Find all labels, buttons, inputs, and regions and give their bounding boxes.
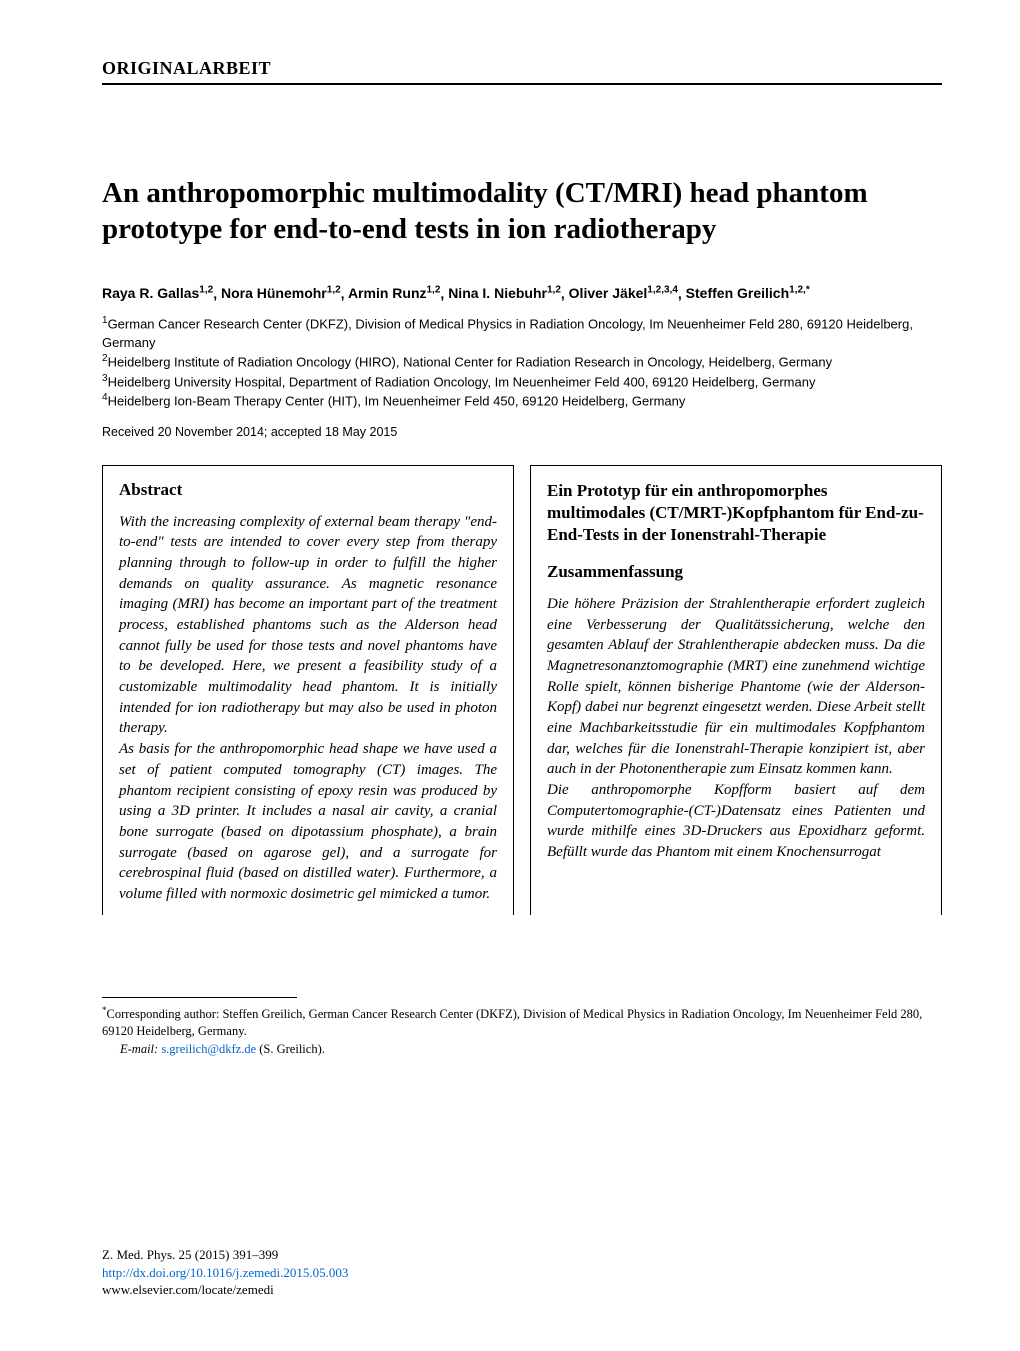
abstract-heading: Abstract bbox=[119, 480, 497, 500]
section-label: ORIGINALARBEIT bbox=[102, 58, 271, 78]
author: Armin Runz1,2 bbox=[348, 285, 440, 301]
abstract-paragraph: As basis for the anthropomorphic head sh… bbox=[119, 739, 497, 905]
corr-label: Corresponding author: bbox=[107, 1007, 220, 1021]
german-title: Ein Prototyp für ein anthropomorphes mul… bbox=[547, 480, 925, 546]
author: Raya R. Gallas1,2 bbox=[102, 285, 213, 301]
abstract-paragraph: With the increasing complexity of extern… bbox=[119, 512, 497, 740]
zusammenfassung-body: Die höhere Präzision der Strahlentherapi… bbox=[547, 594, 925, 863]
email-label: E-mail: bbox=[120, 1042, 158, 1056]
affiliation: 4Heidelberg Ion-Beam Therapy Center (HIT… bbox=[102, 391, 942, 411]
article-title: An anthropomorphic multimodality (CT/MRI… bbox=[102, 175, 942, 248]
affiliation: 1German Cancer Research Center (DKFZ), D… bbox=[102, 314, 942, 352]
citation: Z. Med. Phys. 25 (2015) 391–399 bbox=[102, 1246, 348, 1264]
corresponding-author: *Corresponding author: Steffen Greilich,… bbox=[102, 1004, 942, 1041]
abstract-paragraph: Die anthropomorphe Kopfform basiert auf … bbox=[547, 780, 925, 863]
abstract-paragraph: Die höhere Präzision der Strahlentherapi… bbox=[547, 594, 925, 780]
page-header: ORIGINALARBEIT bbox=[102, 58, 942, 85]
publisher-url: www.elsevier.com/locate/zemedi bbox=[102, 1281, 348, 1299]
author: Oliver Jäkel1,2,3,4 bbox=[569, 285, 678, 301]
affiliation-list: 1German Cancer Research Center (DKFZ), D… bbox=[102, 314, 942, 410]
affiliation: 3Heidelberg University Hospital, Departm… bbox=[102, 372, 942, 392]
author-list: Raya R. Gallas1,2, Nora Hünemohr1,2, Arm… bbox=[102, 284, 942, 303]
article-dates: Received 20 November 2014; accepted 18 M… bbox=[102, 425, 942, 439]
footnotes: *Corresponding author: Steffen Greilich,… bbox=[102, 1004, 942, 1059]
author: Steffen Greilich1,2,* bbox=[686, 285, 810, 301]
corresponding-email: E-mail: s.greilich@dkfz.de (S. Greilich)… bbox=[102, 1041, 942, 1059]
abstract-de: Ein Prototyp für ein anthropomorphes mul… bbox=[530, 465, 942, 915]
doi-link[interactable]: http://dx.doi.org/10.1016/j.zemedi.2015.… bbox=[102, 1265, 348, 1280]
author: Nora Hünemohr1,2 bbox=[221, 285, 341, 301]
abstract-body: With the increasing complexity of extern… bbox=[119, 512, 497, 905]
abstract-en: Abstract With the increasing complexity … bbox=[102, 465, 514, 915]
affiliation: 2Heidelberg Institute of Radiation Oncol… bbox=[102, 352, 942, 372]
abstract-row: Abstract With the increasing complexity … bbox=[102, 465, 942, 915]
email-link[interactable]: s.greilich@dkfz.de bbox=[161, 1042, 256, 1056]
footnote-separator bbox=[102, 997, 297, 998]
zusammenfassung-heading: Zusammenfassung bbox=[547, 562, 925, 582]
author: Nina I. Niebuhr1,2 bbox=[448, 285, 561, 301]
page: ORIGINALARBEIT An anthropomorphic multim… bbox=[0, 0, 1020, 1351]
page-footer: Z. Med. Phys. 25 (2015) 391–399 http://d… bbox=[102, 1246, 348, 1299]
